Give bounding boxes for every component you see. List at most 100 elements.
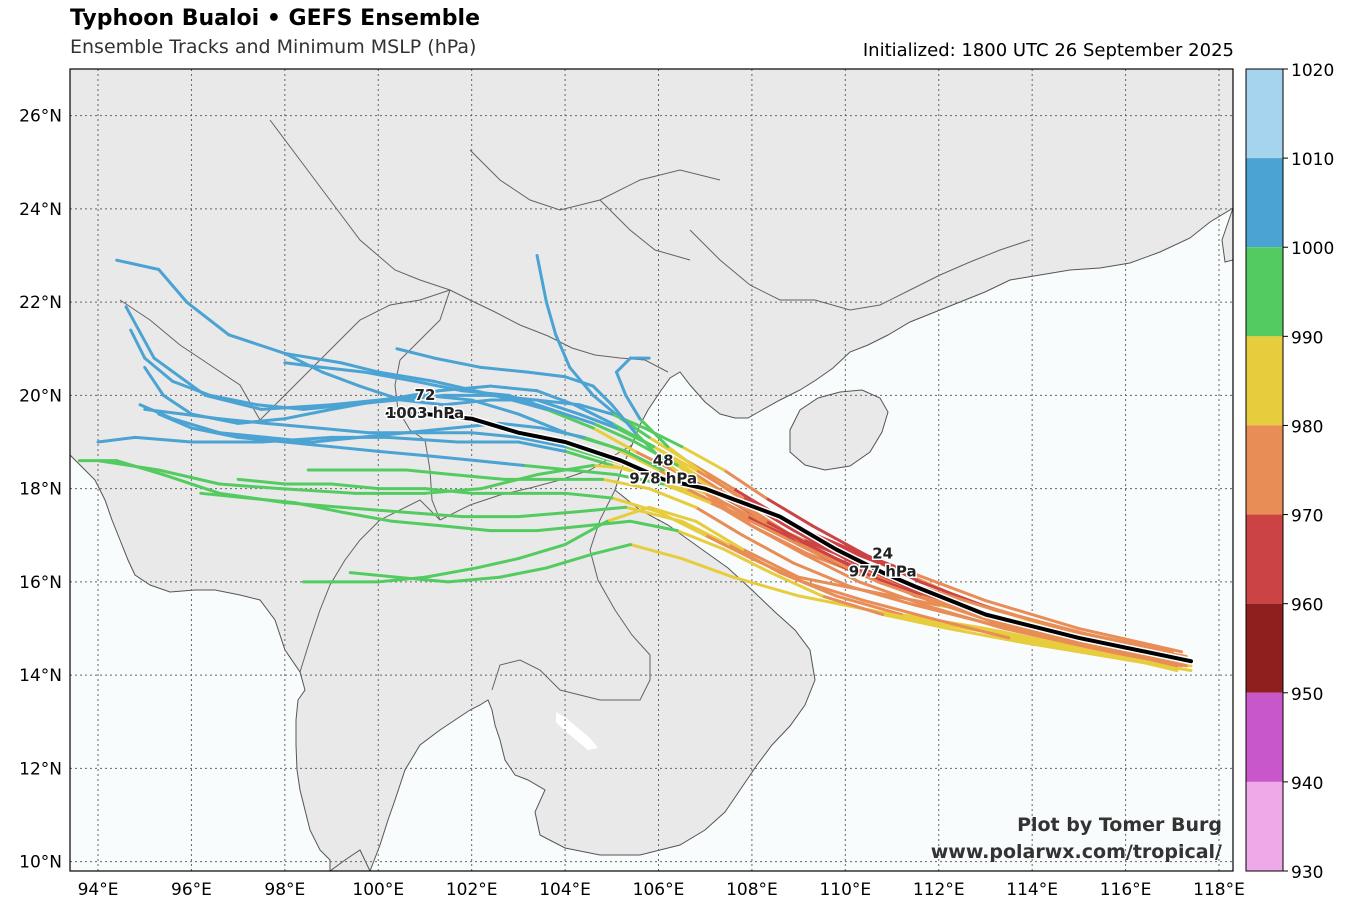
track-segment: [395, 575, 450, 584]
track-segment: [302, 403, 352, 411]
track-segment: [311, 435, 362, 444]
track-segment: [376, 449, 432, 458]
track-segment: [792, 561, 852, 589]
track-segment: [801, 580, 866, 603]
track-segment: [666, 445, 707, 477]
track-segment: [628, 519, 679, 533]
track-segment: [278, 487, 357, 495]
track-segment: [554, 333, 572, 369]
track-segment: [348, 571, 399, 579]
track-segment: [605, 505, 651, 523]
track-segment: [1016, 627, 1100, 649]
colorbar-label: 970: [1291, 507, 1323, 527]
forecast-mslp-label: 977 hPa: [849, 563, 917, 581]
x-tick-label: 98°E: [264, 880, 305, 900]
track-segment: [283, 351, 343, 365]
track-segment: [414, 379, 464, 393]
y-tick-label: 26°N: [19, 107, 62, 127]
track-segment: [652, 445, 698, 472]
track-segment: [881, 613, 950, 631]
track-segment: [96, 435, 137, 444]
track-segment: [320, 365, 366, 374]
y-axis-ticks: 10°N 12°N 14°N 16°N 18°N 20°N 22°N 24°N 26°N: [19, 107, 62, 873]
track-segment: [624, 393, 642, 421]
track-segment: [544, 552, 595, 570]
track-segment: [540, 277, 548, 304]
track-segment: [516, 440, 567, 453]
colorbar-bin: [1246, 336, 1283, 426]
track-segment: [189, 426, 240, 439]
track-segment: [199, 491, 249, 500]
credit-author: Plot by Tomer Burg: [1017, 814, 1222, 836]
colorbar-bin: [1246, 514, 1283, 604]
track-segment: [680, 519, 731, 547]
track-segment: [1002, 627, 1090, 649]
colorbar-label: 940: [1291, 774, 1323, 794]
x-tick-label: 114°E: [1006, 880, 1058, 900]
track-segment: [535, 398, 581, 416]
track-segment: [498, 421, 544, 430]
track-segment: [913, 603, 992, 626]
track-segment: [633, 431, 665, 463]
track-segment: [437, 384, 492, 393]
chart-subtitle: Ensemble Tracks and Minimum MSLP (hPa): [70, 36, 477, 58]
track-segment: [867, 608, 941, 626]
track-segment: [563, 449, 614, 467]
colorbar-bin: [1246, 692, 1283, 782]
track-segment: [610, 496, 661, 514]
track-segment: [386, 435, 460, 444]
x-tick-label: 102°E: [446, 880, 498, 900]
land-luzon-edge: [1221, 207, 1233, 263]
track-segment: [330, 445, 380, 453]
colorbar-label: 1010: [1291, 150, 1334, 170]
x-tick-label: 104°E: [539, 880, 591, 900]
track-segment: [680, 557, 735, 579]
y-tick-label: 20°N: [19, 386, 62, 406]
track-segment: [217, 431, 268, 439]
track-segment: [694, 519, 745, 551]
track-segment: [208, 393, 259, 407]
track-segment: [133, 435, 193, 444]
track-segment: [544, 407, 595, 430]
track-segment: [358, 384, 404, 402]
y-tick-label: 12°N: [19, 759, 62, 779]
forecast-hour-label: 72: [415, 386, 436, 404]
track-segment: [572, 403, 614, 425]
colorbar-label: 990: [1291, 328, 1323, 348]
track-segment: [932, 617, 1011, 640]
x-tick-label: 100°E: [352, 880, 404, 900]
x-tick-label: 108°E: [726, 880, 778, 900]
colorbar-bin: [1246, 247, 1283, 337]
land-malay-peninsula: [329, 849, 371, 871]
track-segment: [521, 463, 572, 472]
track-segment: [876, 580, 945, 607]
track-segment: [474, 459, 525, 467]
track-segment: [320, 370, 362, 388]
track-segment: [161, 473, 221, 495]
mean-track-line: [385, 412, 1193, 664]
land-mainland-asia: [70, 69, 1233, 871]
track-segment: [983, 599, 1081, 631]
track-segment: [498, 566, 548, 579]
track-segment: [283, 407, 334, 421]
track-segment: [470, 431, 520, 439]
track-segment: [577, 412, 618, 430]
track-segment: [395, 347, 436, 360]
track-segment: [236, 477, 287, 486]
track-segment: [1021, 641, 1109, 659]
track-segment: [801, 552, 861, 584]
track-segment: [633, 449, 684, 477]
track-segment: [451, 473, 506, 481]
track-segment: [376, 370, 436, 383]
ensemble-mean-track: [384, 410, 1195, 665]
track-segment: [572, 505, 628, 514]
track-segment: [764, 496, 815, 528]
forecast-mslp-label: 978 hPa: [629, 469, 697, 487]
track-segment: [157, 412, 193, 430]
track-segment: [115, 258, 161, 271]
track-segment: [143, 407, 184, 416]
x-tick-label: 110°E: [819, 880, 871, 900]
y-tick-label: 22°N: [19, 293, 62, 313]
